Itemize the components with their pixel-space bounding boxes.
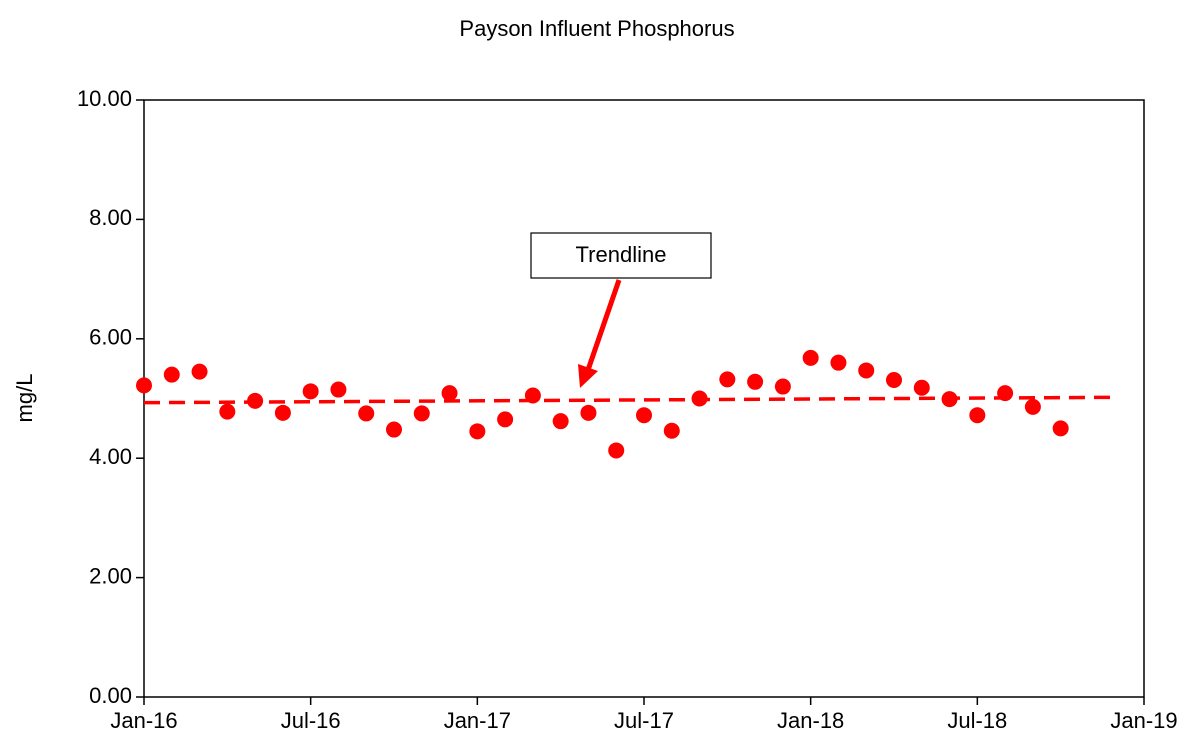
annotation-box [530, 232, 712, 279]
data-point [247, 392, 264, 409]
data-point [636, 407, 652, 424]
x-tick-label: Jan-18 [777, 708, 844, 733]
y-tick-label: 4.00 [89, 444, 132, 469]
data-point [969, 407, 986, 424]
data-point [886, 371, 902, 388]
x-tick-label: Jul-16 [281, 708, 341, 733]
chart-title: Payson Influent Phosphorus [459, 16, 734, 41]
data-point [913, 379, 930, 396]
x-tick-label: Jan-16 [110, 708, 177, 733]
data-point [163, 366, 180, 383]
data-point [802, 349, 819, 366]
data-point [858, 362, 875, 379]
data-point [191, 363, 208, 380]
data-point [608, 442, 625, 459]
data-point [413, 405, 430, 422]
data-point [386, 421, 402, 438]
data-point [524, 387, 541, 404]
x-tick-label: Jan-19 [1110, 708, 1177, 733]
trendline [143, 395, 1117, 405]
y-tick-label: 8.00 [89, 205, 132, 230]
data-point [552, 413, 569, 430]
data-point [997, 385, 1014, 402]
annotation-arrow [585, 279, 622, 371]
annotation: Trendline [576, 242, 667, 267]
y-tick-label: 6.00 [89, 325, 132, 350]
data-point [274, 404, 291, 421]
arrow-head [578, 364, 598, 388]
y-axis-label: mg/L [12, 374, 37, 423]
data-point [330, 381, 347, 398]
y-tick-label: 0.00 [89, 683, 132, 708]
data-point [219, 403, 236, 420]
data-point [441, 385, 458, 402]
data-point [1024, 398, 1041, 415]
data-point [469, 423, 486, 440]
y-tick-label: 2.00 [89, 563, 132, 588]
x-tick-label: Jul-17 [614, 708, 674, 733]
data-point [358, 405, 375, 422]
y-tick-label: 10.00 [77, 86, 132, 111]
data-point [691, 390, 708, 407]
data-point [580, 404, 597, 421]
data-point [136, 377, 152, 394]
x-tick-label: Jan-17 [444, 708, 511, 733]
data-point [1052, 420, 1069, 437]
x-tick-label: Jul-18 [947, 708, 1007, 733]
data-point [719, 371, 736, 388]
data-point [663, 422, 680, 439]
data-point [941, 391, 958, 408]
data-point [774, 378, 791, 395]
data-point [747, 373, 764, 390]
data-point [302, 383, 319, 400]
data-point [830, 354, 847, 371]
data-point [497, 411, 514, 428]
